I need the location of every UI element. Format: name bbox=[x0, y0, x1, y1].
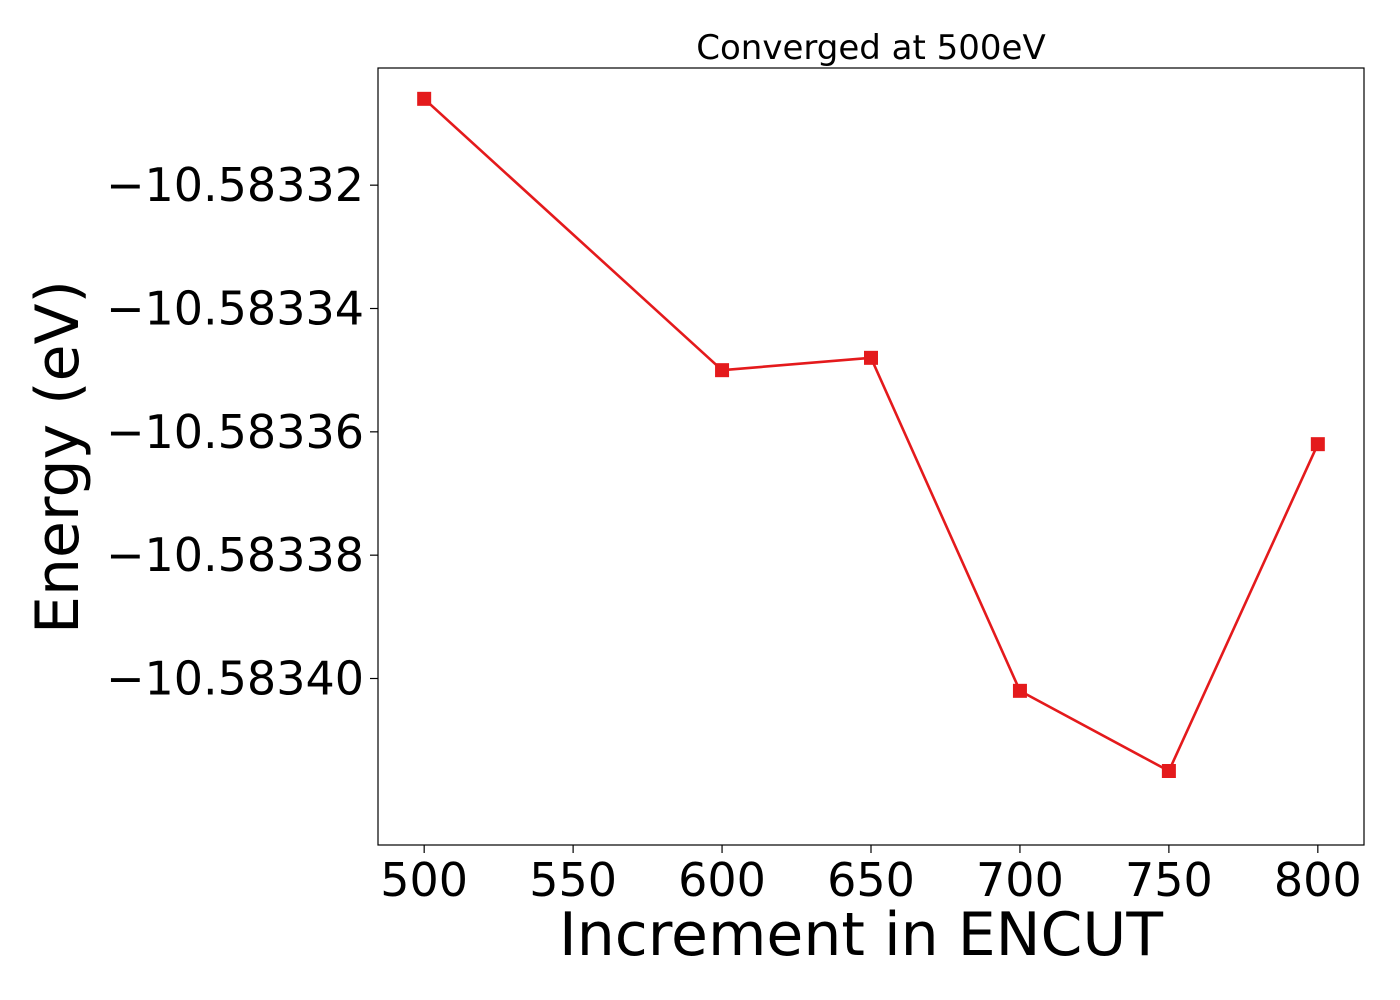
chart-title: Converged at 500eV bbox=[696, 28, 1045, 68]
x-tick-label: 550 bbox=[529, 853, 617, 907]
x-tick-label: 500 bbox=[380, 853, 468, 907]
series-layer bbox=[417, 91, 1325, 778]
x-axis-label: Increment in ENCUT bbox=[559, 900, 1163, 970]
y-tick-label: −10.58332 bbox=[106, 158, 364, 212]
x-tick-label: 700 bbox=[976, 853, 1064, 907]
data-point-marker bbox=[1310, 437, 1325, 452]
y-tick-label: −10.58338 bbox=[106, 528, 364, 582]
x-axis-ticks: 500 550 600 650 700 750 800 bbox=[380, 845, 1362, 907]
x-tick-label: 750 bbox=[1125, 853, 1213, 907]
data-point-marker bbox=[1012, 683, 1027, 698]
plot-frame bbox=[377, 67, 1365, 846]
data-point-marker bbox=[715, 363, 730, 378]
y-axis-label: Energy (eV) bbox=[23, 280, 93, 634]
data-point-marker bbox=[864, 350, 878, 365]
y-tick-label: −10.58336 bbox=[106, 405, 364, 459]
data-point-marker bbox=[1161, 764, 1176, 778]
x-tick-label: 800 bbox=[1274, 853, 1362, 907]
y-axis-ticks: −10.58332 −10.58334 −10.58336 −10.58338 −10.… bbox=[106, 158, 378, 706]
x-tick-label: 600 bbox=[678, 853, 766, 907]
y-tick-label: −10.58334 bbox=[106, 282, 364, 336]
data-point-marker bbox=[417, 91, 432, 106]
x-tick-label: 650 bbox=[827, 853, 915, 907]
series-line bbox=[423, 97, 1320, 773]
y-tick-label: −10.58340 bbox=[106, 652, 364, 706]
